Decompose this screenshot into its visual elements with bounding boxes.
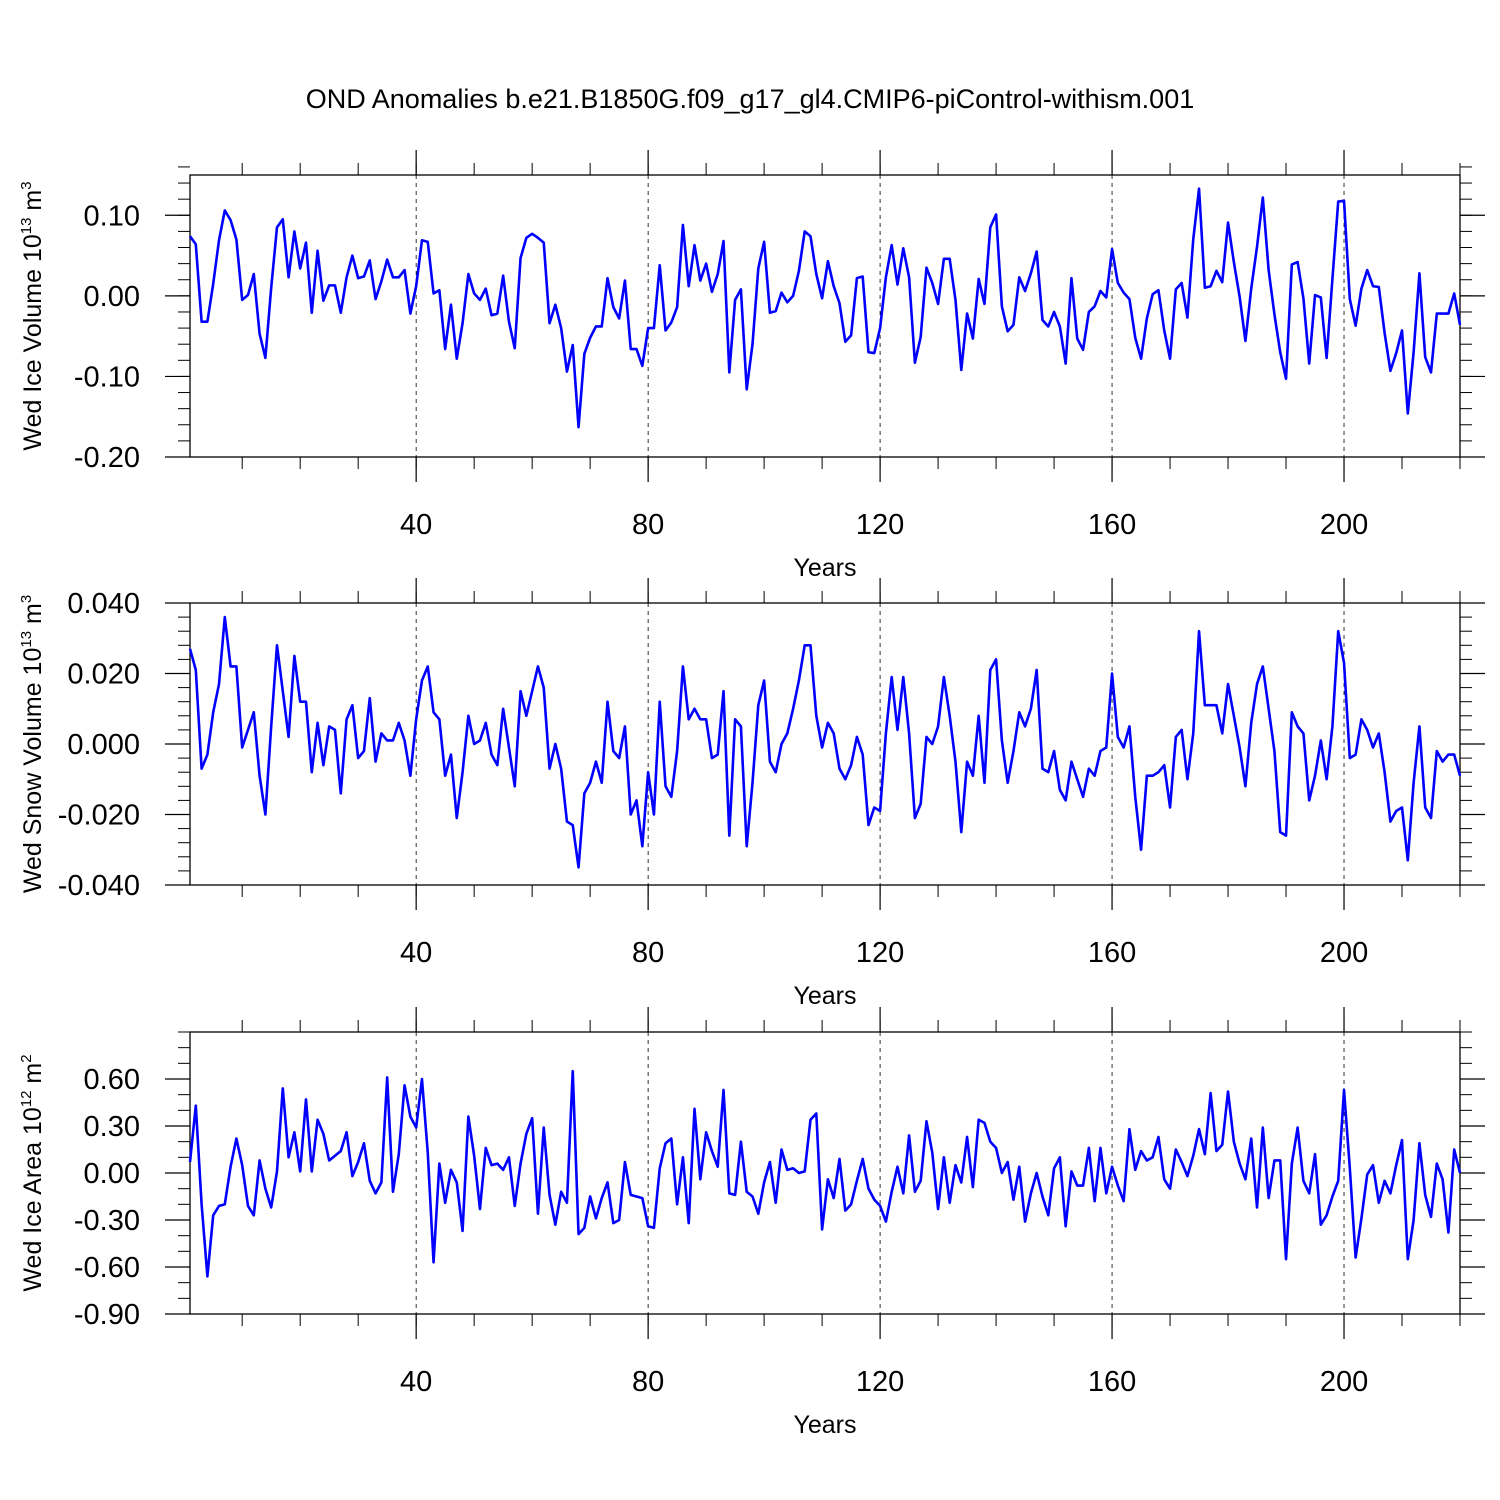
series-line (188, 187, 1462, 429)
y-label-unit: m (19, 1063, 47, 1091)
x-axis-label: Years (793, 982, 856, 1010)
x-axis-label: Years (793, 1411, 856, 1439)
y-label-unit: m (19, 603, 47, 631)
y-tick-label: 0.60 (84, 1064, 140, 1096)
y-label-main: Wed Ice Volume 10 (19, 234, 47, 450)
y-tick-label: 0.000 (67, 729, 140, 761)
y-axis-label: Wed Ice Area 1012 m2 (18, 1054, 47, 1291)
x-tick-label: 120 (856, 937, 904, 969)
y-label-unit-exponent: 3 (18, 181, 35, 189)
x-tick-label: 80 (632, 1366, 664, 1398)
y-tick-label: -0.60 (74, 1252, 140, 1284)
y-tick-label: 0.040 (67, 588, 140, 620)
y-label-exponent: 12 (18, 1091, 35, 1108)
series-line (188, 1069, 1462, 1278)
plot-frame (189, 174, 1461, 458)
x-tick-label: 200 (1320, 937, 1368, 969)
y-label-exponent: 13 (18, 218, 35, 235)
x-tick-label: 80 (632, 937, 664, 969)
y-tick-label: 0.10 (84, 200, 140, 232)
x-tick-label: 40 (400, 509, 432, 541)
y-tick-label: 0.00 (84, 281, 140, 313)
y-tick-label: -0.10 (74, 361, 140, 393)
x-tick-label: 160 (1088, 509, 1136, 541)
panel-2: -0.040 -0.020 0.000 0.020 0.040 40 80 120 160 200… (18, 578, 1485, 1010)
panel-3: -0.90 -0.60 -0.30 0.00 0.30 0.60 40 80 120 160 200… (18, 1007, 1485, 1439)
x-tick-label: 200 (1320, 1366, 1368, 1398)
y-tick-label: 0.00 (84, 1158, 140, 1190)
y-label-unit: m (19, 190, 47, 218)
y-label-main: Wed Snow Volume 10 (19, 648, 47, 894)
y-axis-label: Wed Snow Volume 1013 m3 (18, 595, 47, 893)
y-tick-label: -0.20 (74, 442, 140, 474)
y-tick-label: -0.020 (58, 800, 140, 832)
x-tick-label: 160 (1088, 1366, 1136, 1398)
y-axis-label: Wed Ice Volume 1013 m3 (18, 181, 47, 450)
x-tick-label: 200 (1320, 509, 1368, 541)
panel-1: -0.20 -0.10 0.00 0.10 40 80 120 160 200 Years Wed … (18, 150, 1485, 582)
x-tick-label: 80 (632, 509, 664, 541)
x-axis-label: Years (793, 554, 856, 582)
plot-frame (189, 602, 1461, 886)
x-tick-label: 40 (400, 937, 432, 969)
y-tick-label: -0.040 (58, 870, 140, 902)
x-tick-label: 120 (856, 1366, 904, 1398)
x-tick-label: 120 (856, 509, 904, 541)
plot-frame (189, 1031, 1461, 1315)
y-label-unit-exponent: 2 (18, 1054, 35, 1062)
figure-title: OND Anomalies b.e21.B1850G.f09_g17_gl4.C… (305, 84, 1195, 114)
x-tick-label: 40 (400, 1366, 432, 1398)
series-line (188, 615, 1462, 869)
y-label-main: Wed Ice Area 10 (19, 1107, 47, 1291)
y-tick-label: 0.020 (67, 659, 140, 691)
x-tick-label: 160 (1088, 937, 1136, 969)
y-label-unit-exponent: 3 (18, 595, 35, 603)
y-tick-label: -0.90 (74, 1299, 140, 1331)
y-tick-label: 0.30 (84, 1111, 140, 1143)
y-tick-label: -0.30 (74, 1205, 140, 1237)
y-label-exponent: 13 (18, 631, 35, 648)
